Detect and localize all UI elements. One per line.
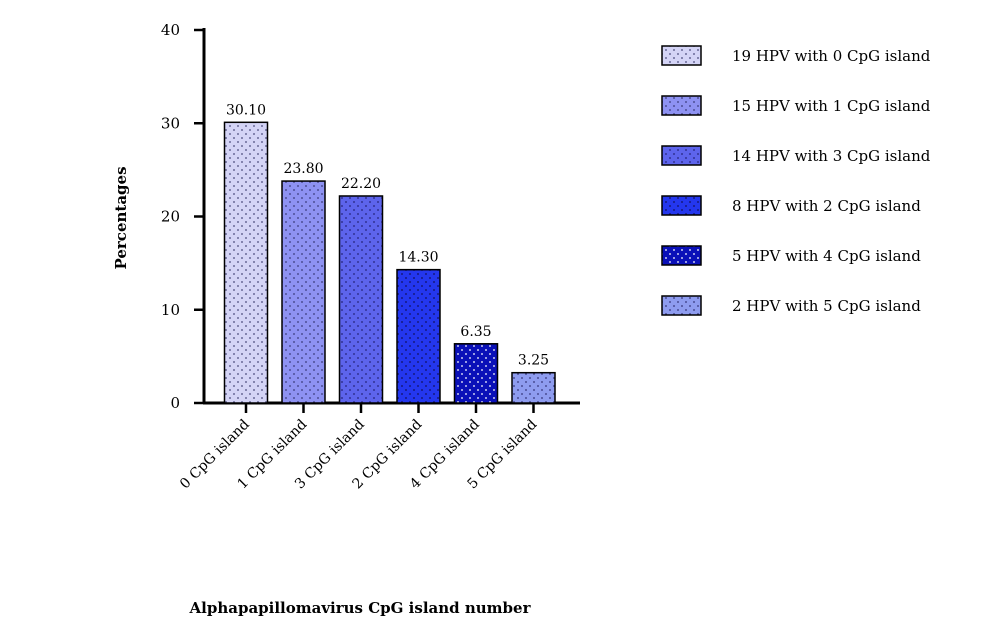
legend: 19 HPV with 0 CpG island 15 HPV with 1 Cp… [661, 45, 931, 316]
y-axis-title: Percentages [112, 166, 130, 269]
bar-value-label: 14.30 [398, 250, 438, 266]
y-tick-label: 20 [161, 208, 180, 226]
legend-swatch [661, 295, 702, 316]
bar [511, 371, 556, 404]
legend-label: 15 HPV with 1 CpG island [732, 97, 931, 115]
bar-value-label: 23.80 [283, 161, 323, 177]
legend-swatch [661, 45, 702, 66]
legend-swatch [661, 95, 702, 116]
legend-label: 14 HPV with 3 CpG island [732, 147, 931, 165]
legend-swatch [661, 245, 702, 266]
y-tick-label: 10 [161, 301, 180, 319]
y-tick-label: 30 [161, 114, 180, 132]
bar [396, 268, 441, 404]
bar-value-label: 6.35 [460, 324, 491, 340]
bar-value-label: 30.10 [226, 102, 266, 118]
legend-swatch [661, 195, 702, 216]
legend-label: 19 HPV with 0 CpG island [732, 47, 931, 65]
legend-swatch [661, 145, 702, 166]
bar [453, 343, 499, 404]
legend-label: 8 HPV with 2 CpG island [732, 197, 921, 215]
y-tick-label: 40 [161, 21, 180, 39]
y-tick-label: 0 [170, 394, 180, 412]
legend-label: 5 HPV with 4 CpG island [732, 247, 921, 265]
x-axis-title: Alphapapillomavirus CpG island number [189, 599, 532, 617]
bar [223, 121, 269, 404]
bar [338, 195, 384, 404]
bar-value-label: 3.25 [518, 353, 549, 369]
bar-value-label: 22.20 [341, 176, 381, 192]
bar [281, 180, 326, 404]
legend-label: 2 HPV with 5 CpG island [732, 297, 921, 315]
